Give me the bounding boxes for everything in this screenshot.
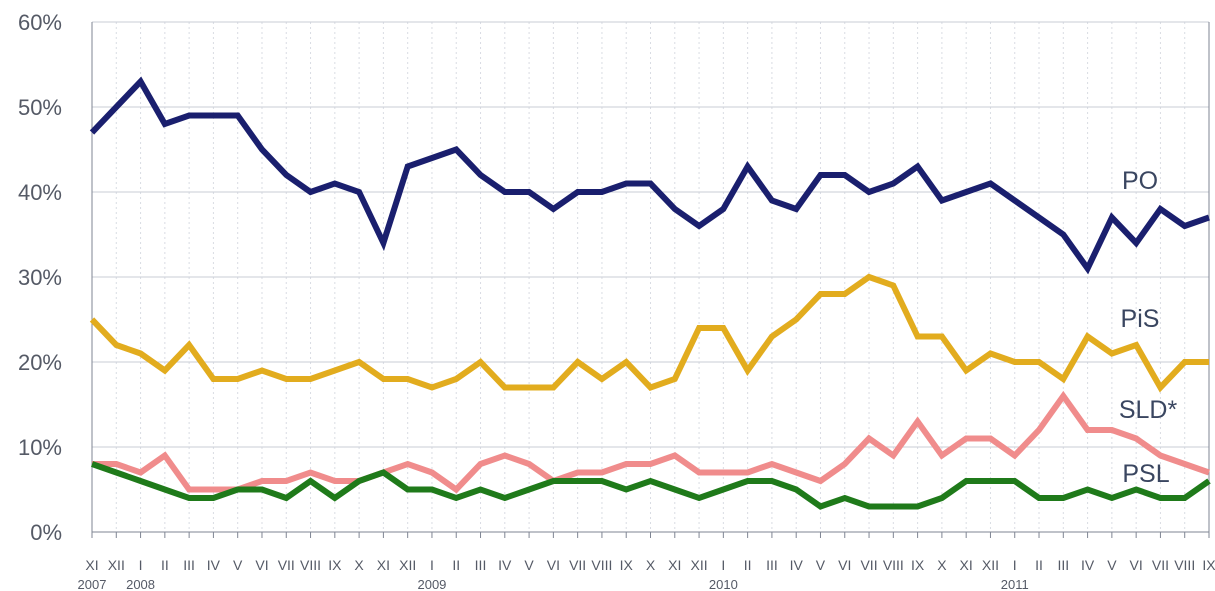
x-tick-label: XII: [399, 557, 416, 573]
year-label: 2007: [78, 577, 107, 591]
x-tick-label: VI: [1130, 557, 1143, 573]
x-tick-label: XII: [691, 557, 708, 573]
x-tick-label: IV: [790, 557, 804, 573]
x-tick-label: X: [354, 557, 364, 573]
x-tick-label: III: [475, 557, 487, 573]
x-tick-label: IX: [1202, 557, 1215, 573]
x-axis: XI XII I II III IV V VI VII VIII IX X XI XII I II III IV V…: [78, 532, 1215, 591]
x-tick-label: II: [161, 557, 169, 573]
y-tick-label: 10%: [18, 435, 62, 460]
x-tick-label: I: [139, 557, 143, 573]
x-tick-label: III: [766, 557, 778, 573]
year-label: 2009: [417, 577, 446, 591]
x-tick-label: X: [937, 557, 947, 573]
series-line-psl: [91, 461, 1211, 510]
year-label: 2011: [1001, 577, 1029, 591]
x-tick-label: V: [816, 557, 826, 573]
x-tick-label: IV: [498, 557, 512, 573]
series-label: PO: [1122, 167, 1158, 195]
x-tick-label: III: [183, 557, 195, 573]
grid-lines: [91, 21, 1210, 533]
x-tick-label: X: [646, 557, 656, 573]
y-tick-label: 20%: [18, 350, 62, 375]
x-tick-label: XI: [960, 557, 973, 573]
x-tick-label: IV: [207, 557, 221, 573]
x-tick-label: II: [452, 557, 460, 573]
x-tick-label: XII: [108, 557, 125, 573]
x-tick-label: I: [721, 557, 725, 573]
x-tick-label: VII: [860, 557, 877, 573]
x-tick-label: IX: [620, 557, 634, 573]
x-tick-label: II: [1035, 557, 1043, 573]
series-label: SLD*: [1119, 396, 1178, 424]
x-tick-label: VII: [278, 557, 295, 573]
x-tick-label: VII: [1152, 557, 1169, 573]
x-tick-label: V: [524, 557, 534, 573]
x-tick-label: XI: [668, 557, 681, 573]
y-tick-label: 60%: [18, 10, 62, 35]
y-tick-label: 30%: [18, 265, 62, 290]
series-line-sld: [92, 390, 1210, 494]
x-tick-label: V: [233, 557, 243, 573]
y-tick-label: 50%: [18, 95, 62, 120]
x-tick-label: VIII: [883, 557, 904, 573]
x-tick-label: VII: [569, 557, 586, 573]
x-tick-label: VIII: [1174, 557, 1195, 573]
x-tick-label: II: [744, 557, 752, 573]
series-line-po: [89, 76, 1210, 275]
x-tick-label: I: [430, 557, 434, 573]
x-tick-label: XI: [377, 557, 390, 573]
y-tick-label: 40%: [18, 180, 62, 205]
x-tick-label: XII: [982, 557, 999, 573]
series-line-pis: [89, 273, 1209, 393]
x-tick-label: XI: [85, 557, 98, 573]
x-tick-label: IX: [911, 557, 925, 573]
x-tick-label: III: [1057, 557, 1069, 573]
series-label: PiS: [1121, 305, 1160, 333]
x-tick-label: VI: [547, 557, 560, 573]
year-label: 2010: [709, 577, 738, 591]
x-tick-label: VIII: [591, 557, 612, 573]
x-tick-label: I: [1013, 557, 1017, 573]
x-tick-label: VIII: [300, 557, 321, 573]
series-labels: PO PiS SLD* PSL: [1119, 167, 1178, 488]
x-tick-label: IX: [328, 557, 342, 573]
x-tick-label: IV: [1081, 557, 1095, 573]
series-lines: [89, 76, 1211, 510]
series-label: PSL: [1122, 460, 1169, 488]
x-tick-label: VI: [255, 557, 268, 573]
y-tick-label: 0%: [30, 520, 62, 545]
year-label: 2008: [126, 577, 155, 591]
x-tick-label: VI: [838, 557, 851, 573]
y-axis: 0% 10% 20% 30% 40% 50% 60%: [18, 10, 1210, 545]
x-tick-label: V: [1107, 557, 1117, 573]
